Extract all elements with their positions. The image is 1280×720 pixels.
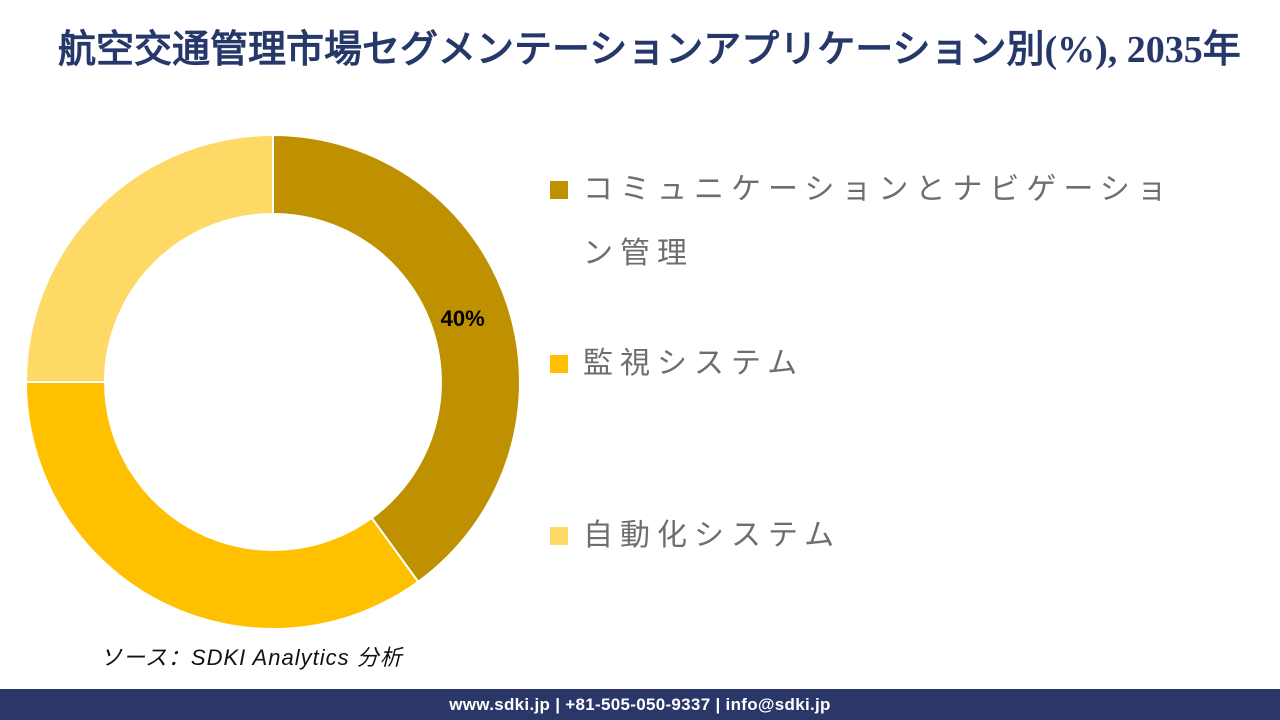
donut-segment-label: 40%: [441, 306, 485, 331]
legend-item-automation-systems: 自動化システム: [550, 504, 1197, 568]
legend-label: 自動化システム: [583, 519, 842, 552]
legend-marker-automation-systems-icon: [550, 527, 568, 545]
legend-marker-surveillance-systems-icon: [550, 355, 568, 373]
legend-item-surveillance-systems: 監視システム: [550, 332, 1197, 396]
legend-item-communication-navigation: コミュニケーションとナビゲーション管理: [550, 158, 1197, 286]
legend-marker-communication-navigation-icon: [550, 181, 568, 199]
donut-segment: [25, 134, 274, 383]
donut-segment: [25, 381, 420, 630]
chart-title: 航空交通管理市場セグメンテーションアプリケーション別(%), 2035年: [58, 29, 1241, 71]
footer-contact-text: www.sdki.jp | +81-505-050-9337 | info@sd…: [449, 694, 831, 714]
source-note: ソース：SDKI Analytics 分析: [100, 645, 403, 670]
footer-bar: www.sdki.jp | +81-505-050-9337 | info@sd…: [0, 689, 1280, 720]
donut-segment: [272, 134, 521, 583]
legend-label: 監視システム: [583, 347, 805, 380]
legend-label: コミュニケーションとナビゲーション管理: [583, 173, 1174, 270]
